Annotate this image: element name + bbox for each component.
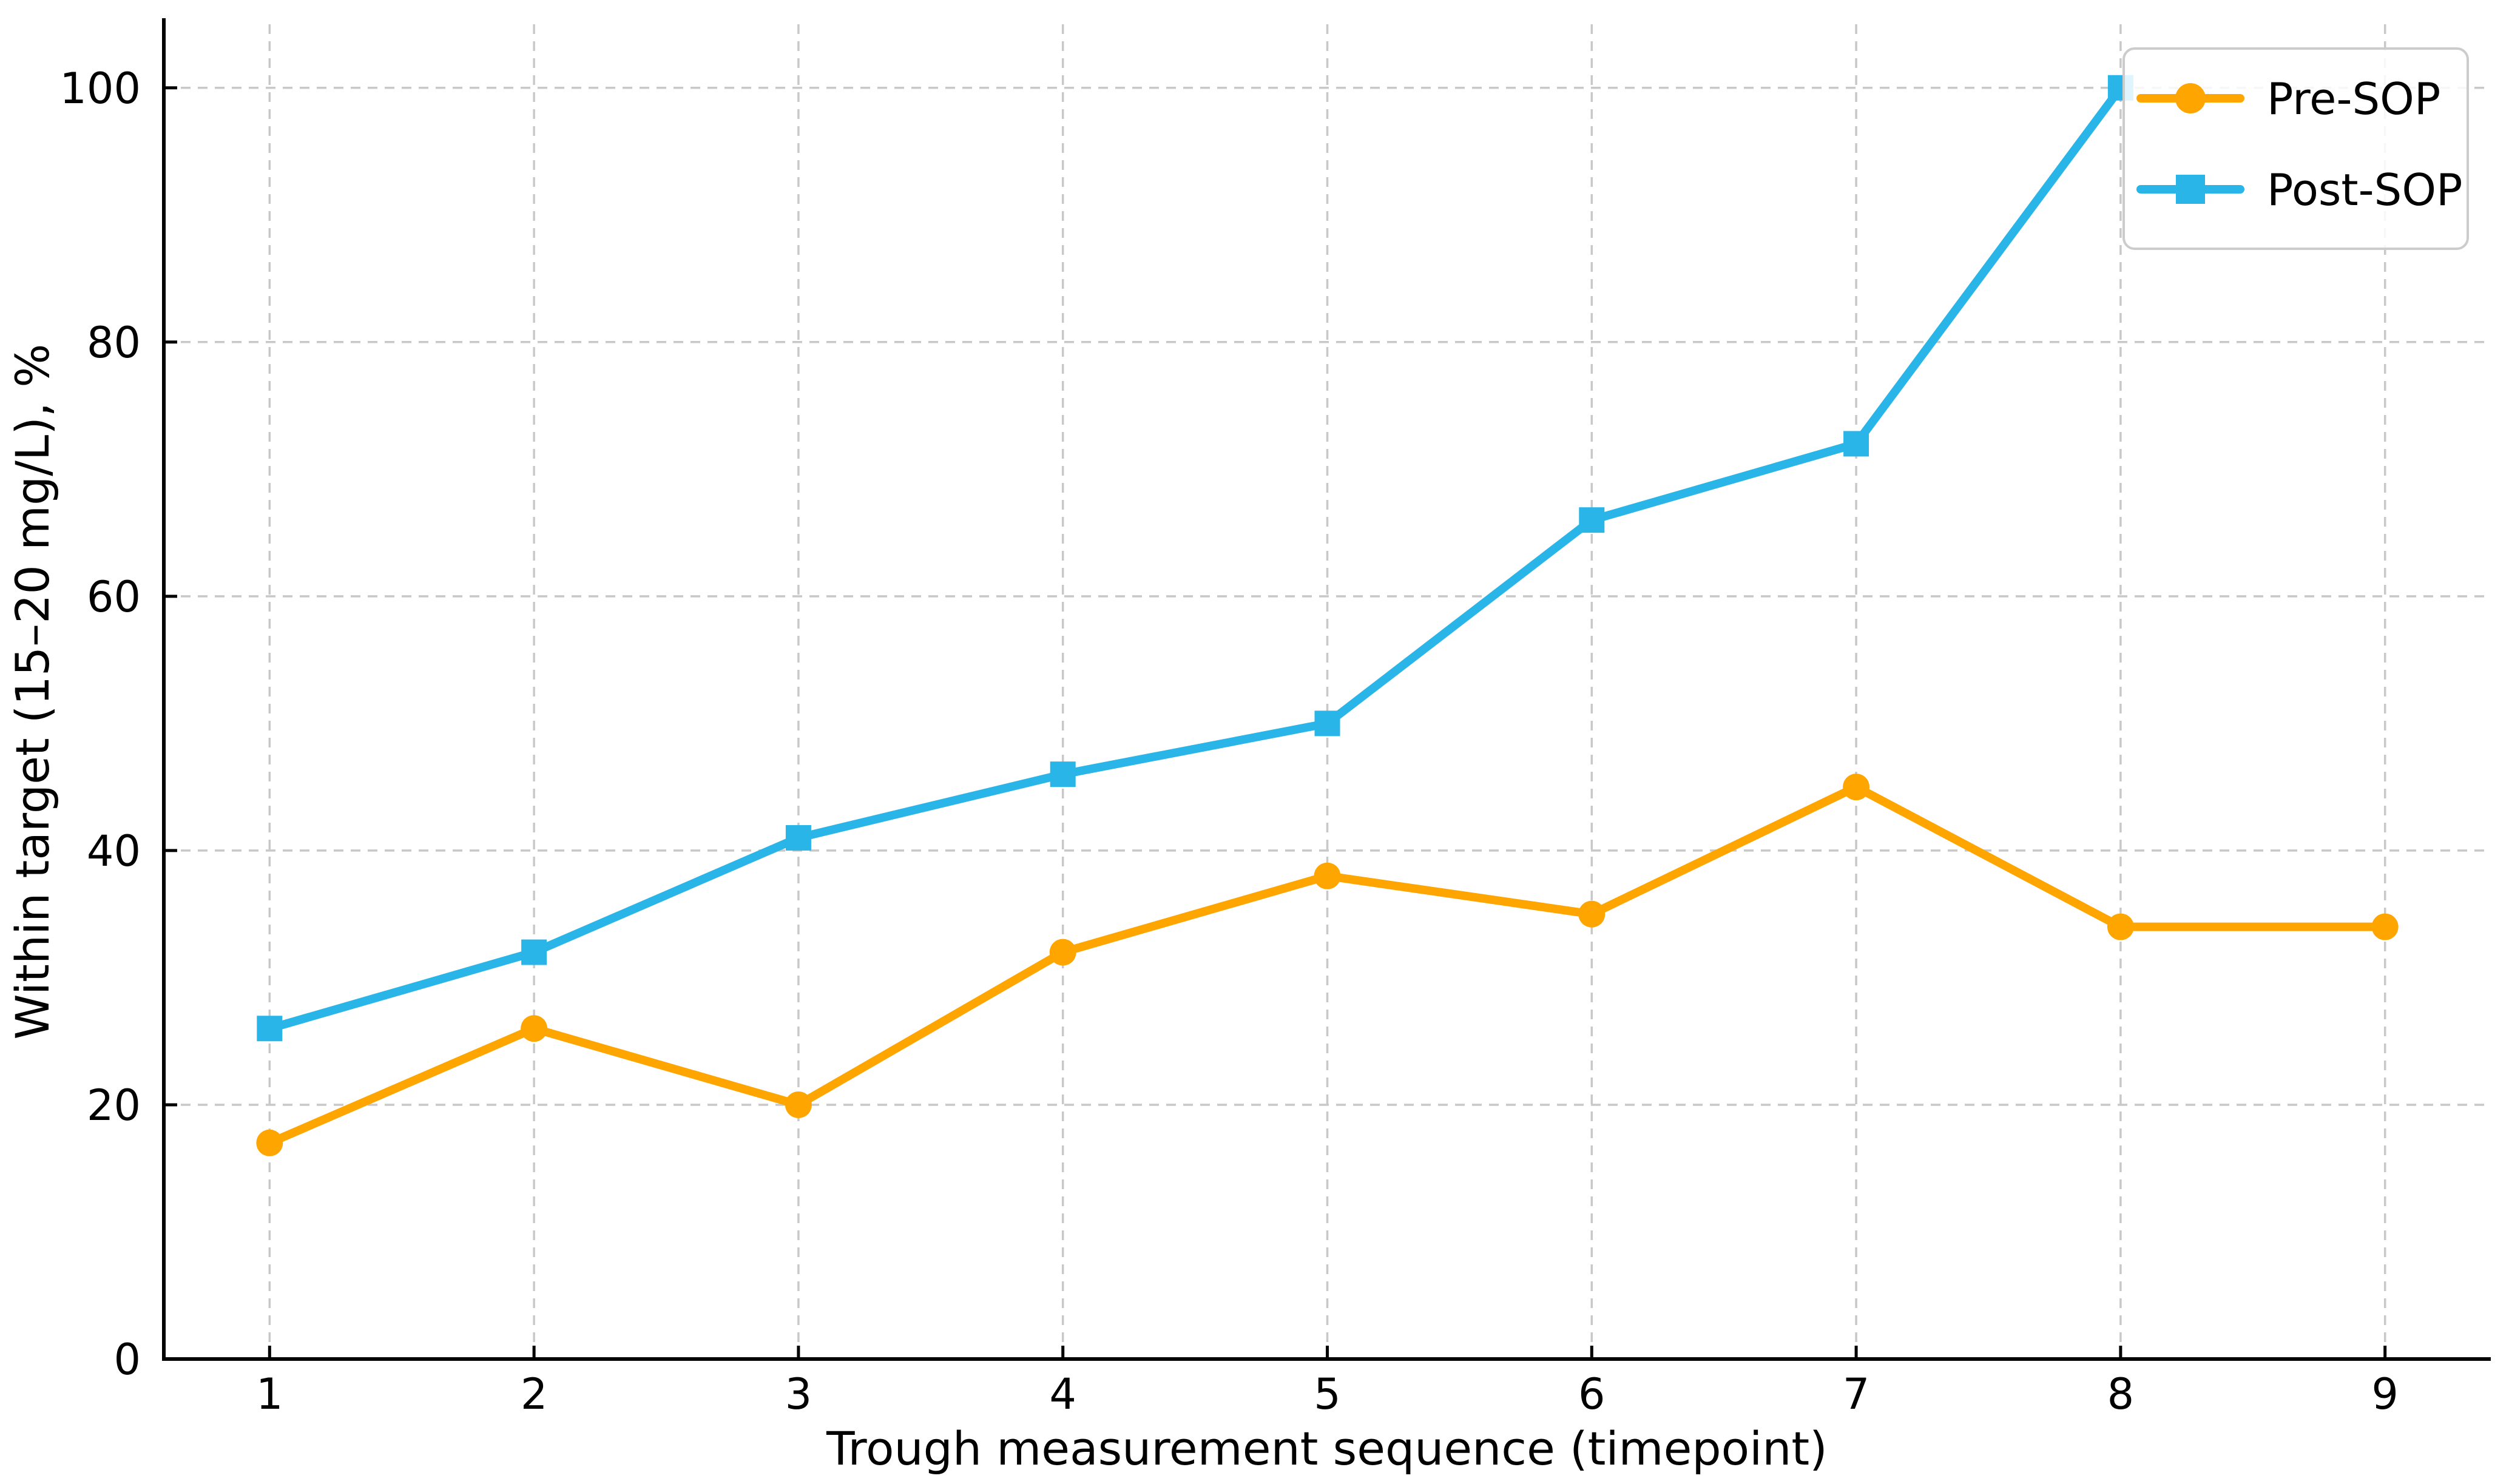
x-tick-label: 8: [2107, 1369, 2135, 1419]
axes-layer: 0 20 40 60 80 100 1 2 3 4 5 6 7 8 9: [59, 18, 2491, 1419]
x-tick-label: 5: [1314, 1369, 1341, 1419]
x-axis-label: Trough measurement sequence (timepoint): [826, 1422, 1828, 1476]
series-marker-post-sop: [1843, 431, 1869, 457]
series-marker-pre-sop: [1314, 862, 1341, 889]
x-tick-label: 7: [1843, 1369, 1870, 1419]
series-marker-post-sop: [257, 1016, 283, 1042]
series-marker-pre-sop: [256, 1129, 283, 1156]
y-tick-label: 100: [59, 64, 141, 113]
grid-layer: [164, 24, 2491, 1360]
series-marker-post-sop: [521, 939, 547, 965]
series-marker-post-sop: [1050, 761, 1076, 788]
y-tick-label: 20: [87, 1081, 141, 1130]
series-marker-pre-sop: [1578, 900, 1606, 928]
x-tick-label: 4: [1049, 1369, 1076, 1419]
series-marker-post-sop: [1579, 507, 1605, 533]
series-marker-post-sop: [1314, 710, 1340, 737]
y-tick-label: 80: [87, 318, 141, 368]
x-tick-label: 6: [1578, 1369, 1606, 1419]
series-marker-pre-sop: [2371, 913, 2399, 940]
x-tick-label: 9: [2371, 1369, 2399, 1419]
series-marker-pre-sop: [785, 1091, 812, 1118]
series-marker-pre-sop: [1843, 774, 1870, 801]
y-axis-label: Within target (15–20 mg/L), %: [5, 344, 59, 1040]
legend: Pre-SOP Post-SOP: [2122, 47, 2469, 250]
series-line-post-sop: [265, 83, 2125, 1033]
legend-marker-pre-sop: [2175, 83, 2206, 113]
series-marker-pre-sop: [2107, 913, 2134, 940]
x-tick-label: 3: [785, 1369, 812, 1419]
series-marker-post-sop: [785, 825, 811, 851]
y-tick-label: 60: [87, 572, 141, 622]
series-marker-pre-sop: [1049, 939, 1076, 966]
x-tick-label: 2: [521, 1369, 548, 1419]
series-layer: [256, 75, 2399, 1156]
legend-entry-label-pre-sop: Pre-SOP: [2267, 73, 2440, 124]
legend-marker-post-sop: [2176, 175, 2205, 204]
series-marker-pre-sop: [521, 1015, 548, 1042]
y-tick-label: 0: [113, 1335, 141, 1385]
legend-entry-label-post-sop: Post-SOP: [2267, 164, 2462, 215]
x-tick-label: 1: [256, 1369, 283, 1419]
y-tick-label: 40: [87, 826, 141, 876]
